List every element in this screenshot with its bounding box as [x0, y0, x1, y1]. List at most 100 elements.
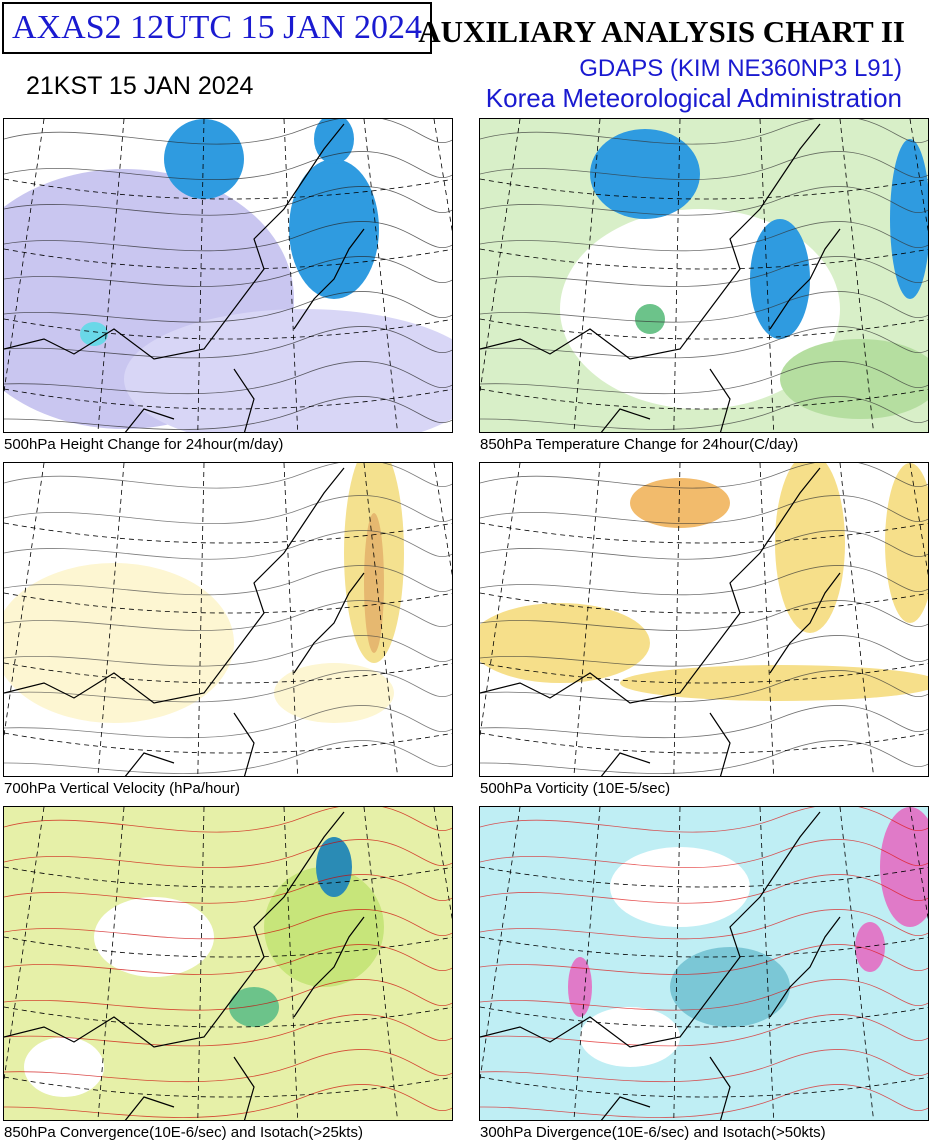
coastline: [4, 123, 365, 432]
longitude-line: [759, 463, 775, 776]
latitude-line: [480, 592, 928, 614]
longitude-line: [573, 807, 601, 1120]
contour-line: [480, 807, 928, 833]
latitude-line: [480, 248, 928, 270]
contour-line: [4, 705, 452, 739]
latitude-line: [4, 592, 452, 614]
longitude-line: [480, 807, 521, 1083]
contour-line: [480, 361, 928, 395]
shaded-area: [855, 922, 885, 972]
longitude-line: [197, 807, 205, 1120]
coastline: [480, 123, 841, 432]
contour-line: [4, 495, 452, 524]
shaded-area: [780, 339, 928, 419]
longitude-line: [363, 807, 398, 1120]
contour-line: [4, 944, 452, 975]
contour-line: [480, 221, 928, 252]
longitude-line: [573, 119, 601, 432]
contour-line: [480, 151, 928, 180]
latitude-line: [480, 936, 928, 958]
longitude-line: [4, 807, 45, 1083]
longitude-line: [363, 463, 398, 776]
latitude-line: [4, 936, 452, 958]
latitude-line: [4, 1076, 452, 1098]
longitude-line: [759, 807, 775, 1120]
latitude-line: [480, 522, 928, 544]
longitude-line: [97, 119, 125, 432]
latitude-line: [4, 388, 452, 410]
map-panel: [3, 118, 453, 433]
latitude-line: [4, 178, 452, 200]
latitude-line: [4, 248, 452, 270]
contour-line: [480, 635, 928, 667]
shaded-area: [630, 478, 730, 528]
contour-line: [4, 221, 452, 252]
latitude-line: [4, 1006, 452, 1028]
shaded-area: [229, 987, 279, 1027]
contour-line: [480, 944, 928, 975]
shaded-area: [890, 139, 928, 299]
latitude-line: [4, 318, 452, 340]
latitude-line: [480, 178, 928, 200]
map-panel: [3, 462, 453, 777]
map-panel: [479, 118, 929, 433]
shaded-area: [670, 947, 790, 1027]
shaded-area: [164, 119, 244, 199]
shaded-area: [94, 897, 214, 977]
shaded-area: [264, 867, 384, 987]
contour-line: [480, 326, 928, 359]
contour-line: [4, 909, 452, 940]
latitude-line: [480, 1006, 928, 1028]
shaded-area: [590, 129, 700, 219]
contour-line: [4, 1049, 452, 1083]
shaded-area: [316, 837, 352, 897]
shaded-area: [80, 322, 108, 346]
coastline: [480, 811, 841, 1120]
longitude-line: [197, 463, 205, 776]
contour-line: [480, 291, 928, 323]
panel-caption: 850hPa Temperature Change for 24hour(C/d…: [480, 436, 799, 453]
contour-line: [4, 256, 452, 287]
contour-line: [4, 600, 452, 631]
latitude-line: [4, 732, 452, 754]
contour-line: [4, 1084, 452, 1118]
shaded-area: [364, 513, 384, 653]
contour-line: [4, 463, 452, 489]
local-time: 21KST 15 JAN 2024: [26, 72, 254, 100]
shaded-area: [568, 957, 592, 1017]
shaded-area: [124, 309, 452, 432]
contour-line: [480, 874, 928, 904]
latitude-line: [480, 866, 928, 888]
contour-line: [480, 1049, 928, 1083]
coastline: [4, 811, 365, 1120]
shaded-area: [620, 665, 928, 701]
contour-line: [480, 396, 928, 430]
latitude-line: [480, 662, 928, 684]
longitude-line: [4, 119, 45, 395]
contour-line: [4, 1014, 452, 1047]
model-name: GDAPS (KIM NE360NP3 L91): [579, 55, 902, 82]
contour-line: [4, 396, 452, 430]
longitude-line: [283, 119, 299, 432]
shaded-area: [24, 1037, 104, 1097]
contour-line: [480, 979, 928, 1011]
longitude-line: [673, 463, 681, 776]
latitude-line: [480, 732, 928, 754]
longitude-line: [673, 807, 681, 1120]
shaded-area: [750, 219, 810, 339]
map-panel: [479, 462, 929, 777]
coastline: [480, 467, 841, 776]
latitude-line: [480, 318, 928, 340]
longitude-line: [573, 463, 601, 776]
shaded-area: [580, 1007, 680, 1067]
panel-caption: 700hPa Vertical Velocity (hPa/hour): [4, 780, 240, 797]
longitude-line: [4, 463, 45, 739]
longitude-line: [839, 119, 874, 432]
contour-line: [4, 740, 452, 774]
longitude-line: [97, 463, 125, 776]
longitude-line: [480, 119, 521, 395]
panel-caption: 500hPa Height Change for 24hour(m/day): [4, 436, 284, 453]
contour-line: [480, 186, 928, 216]
agency: Korea Meteorological Administration: [485, 83, 902, 113]
shaded-area: [4, 563, 234, 723]
